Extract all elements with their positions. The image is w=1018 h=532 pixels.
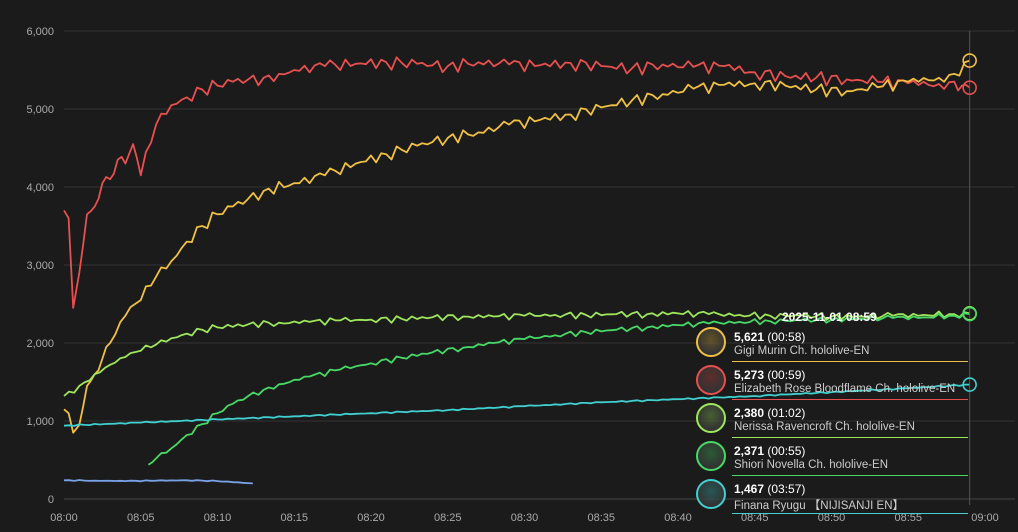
x-tick-label: 08:25 <box>434 512 462 524</box>
x-tick-label: 08:05 <box>127 512 155 524</box>
series-line <box>63 310 970 397</box>
x-tick-label: 08:55 <box>894 512 922 524</box>
x-tick-label: 08:45 <box>741 512 769 524</box>
x-tick-label: 08:20 <box>357 512 385 524</box>
tooltip-row: 1,467 (03:57) Finana Ryugu 【NIJISANJI EN】 <box>696 478 968 516</box>
series-line <box>63 479 253 485</box>
avatar <box>696 441 726 471</box>
tooltip-channel-name: Gigi Murin Ch. hololive-EN <box>734 345 870 357</box>
x-tick-label: 08:35 <box>587 512 615 524</box>
tooltip-row: 5,273 (00:59) Elizabeth Rose Bloodflame C… <box>696 364 968 402</box>
y-tick-label: 1,000 <box>26 416 54 428</box>
series-line <box>63 59 970 434</box>
avatar <box>696 403 726 433</box>
y-tick-label: 5,000 <box>26 104 54 116</box>
y-tick-label: 3,000 <box>26 260 54 272</box>
grid <box>64 30 1015 500</box>
series-line <box>63 56 971 309</box>
avatar <box>696 365 726 395</box>
tooltip-value: 2,371 (00:55) <box>734 444 806 458</box>
hover-marker <box>962 377 977 392</box>
x-tick-label: 08:00 <box>50 512 78 524</box>
tooltip-value: 1,467 (03:57) <box>734 482 806 496</box>
hover-marker <box>962 80 977 96</box>
hover-marker <box>962 53 977 68</box>
y-tick-label: 2,000 <box>26 338 54 350</box>
tooltip-underline <box>732 513 968 514</box>
tooltip-channel-name: Finana Ryugu 【NIJISANJI EN】 <box>734 500 905 512</box>
y-tick-label: 6,000 <box>26 26 54 38</box>
tooltip-date: 2025-11-01 08:59 <box>782 310 877 324</box>
x-tick-label: 08:10 <box>204 512 232 524</box>
x-tick-label: 09:00 <box>971 512 999 524</box>
series-line <box>63 383 970 427</box>
tooltip-underline <box>732 361 968 362</box>
x-tick-label: 08:30 <box>511 512 539 524</box>
tooltip-row: 5,621 (00:58) Gigi Murin Ch. hololive-EN <box>696 326 968 364</box>
tooltip-channel-name: Nerissa Ravencroft Ch. hololive-EN <box>734 421 915 433</box>
avatar <box>696 479 726 509</box>
tooltip-row: 2,380 (01:02) Nerissa Ravencroft Ch. holo… <box>696 402 968 440</box>
tooltip-rows: 5,621 (00:58) Gigi Murin Ch. hololive-EN 5… <box>696 326 968 516</box>
x-axis: 08:00 08:05 08:10 08:15 08:20 08:25 08:30 08:35… <box>50 498 1015 524</box>
x-tick-label: 08:50 <box>818 512 846 524</box>
tooltip-row: 2,371 (00:55) Shiori Novella Ch. hololive… <box>696 440 968 478</box>
tooltip-underline <box>732 475 968 476</box>
y-tick-label: 4,000 <box>26 182 54 194</box>
tooltip-value: 2,380 (01:02) <box>734 406 806 420</box>
y-axis: 0 1,000 2,000 3,000 4,000 5,000 6,000 <box>26 26 54 506</box>
x-tick-label: 08:15 <box>280 512 308 524</box>
hover-marker <box>962 306 977 322</box>
x-tick-label: 08:40 <box>664 512 692 524</box>
hover-markers <box>962 53 977 392</box>
tooltip-underline <box>732 399 968 400</box>
tooltip-value: 5,621 (00:58) <box>734 330 806 344</box>
series-lines <box>63 56 971 485</box>
tooltip-underline <box>732 437 968 438</box>
tooltip: 2025-11-01 08:59 5,621 (00:58) Gigi Murin… <box>696 308 968 516</box>
tooltip-channel-name: Elizabeth Rose Bloodflame Ch. hololive-E… <box>734 383 956 395</box>
tooltip-channel-name: Shiori Novella Ch. hololive-EN <box>734 459 889 471</box>
avatar <box>696 327 726 357</box>
series-line <box>147 312 970 466</box>
y-tick-label: 0 <box>48 494 54 506</box>
tooltip-value: 5,273 (00:59) <box>734 368 806 382</box>
